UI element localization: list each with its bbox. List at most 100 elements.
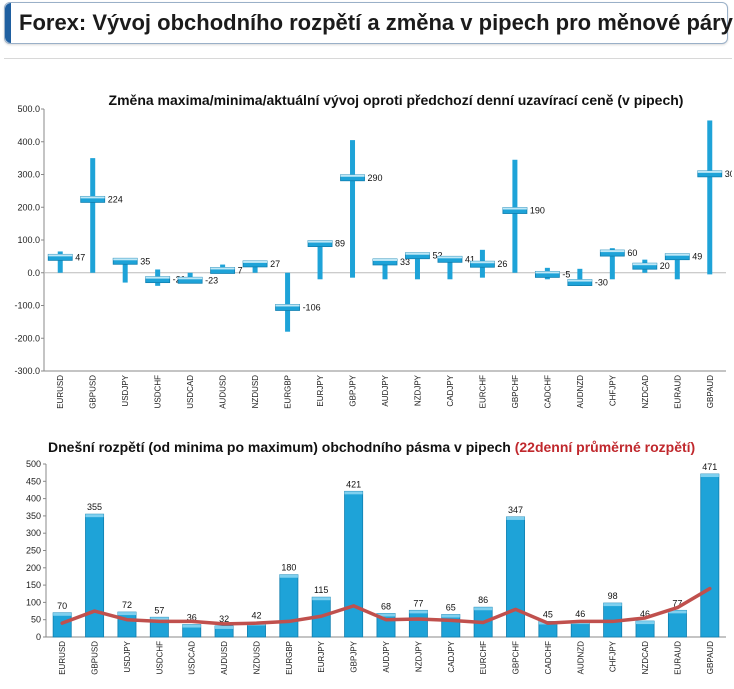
chart-title: Dnešní rozpětí (od minima po maximum) ob… (48, 439, 695, 455)
range-bar-cap (215, 625, 234, 629)
range-bar (577, 268, 583, 286)
category-label: AUDUSD (220, 641, 229, 675)
category-label: EURUSD (56, 375, 65, 409)
current-marker-highlight (567, 279, 592, 282)
y-tick-label: -300.0 (14, 366, 40, 376)
value-label: 89 (335, 239, 345, 249)
range-bar (674, 254, 680, 280)
value-label: 41 (465, 254, 475, 264)
range-bar (414, 254, 420, 280)
category-label: NZDCAD (641, 641, 650, 675)
range-bar-cap (409, 610, 428, 614)
value-label: 26 (497, 259, 507, 269)
y-tick-label: 0 (36, 632, 41, 642)
range-bar-cap (474, 607, 493, 611)
value-label: 60 (627, 248, 637, 258)
value-label: 33 (400, 257, 410, 267)
category-label: EURUSD (58, 641, 67, 675)
value-label: 471 (702, 462, 717, 472)
category-label: NZDJPY (414, 640, 423, 672)
range-bar (441, 614, 461, 638)
category-label: AUDJPY (381, 374, 390, 406)
y-tick-label: -200.0 (14, 333, 40, 343)
category-label: GBPAUD (706, 641, 715, 674)
y-tick-label: -100.0 (14, 301, 40, 311)
range-bar (609, 248, 615, 280)
current-marker-highlight (405, 252, 430, 255)
value-label: 32 (219, 614, 229, 624)
range-bar (382, 260, 388, 280)
y-tick-label: 200.0 (17, 202, 40, 212)
current-marker-highlight (437, 256, 462, 259)
range-bar-cap (603, 603, 622, 607)
category-label: USDCAD (186, 375, 195, 409)
y-tick-label: 150 (26, 580, 41, 590)
page-header: Forex: Vývoj obchodního rozpětí a změna … (4, 2, 733, 44)
category-label: USDJPY (121, 374, 130, 406)
current-marker-highlight (535, 271, 560, 274)
category-label: EURGBP (285, 641, 294, 675)
current-marker-highlight (48, 254, 73, 257)
category-label: EURCHF (478, 375, 487, 408)
category-label: NZDUSD (251, 375, 260, 409)
category-label: AUDNZD (576, 375, 585, 409)
current-marker-highlight (210, 267, 235, 270)
value-label: 65 (446, 603, 456, 613)
range-bar-cap (344, 491, 363, 495)
value-label: 46 (640, 609, 650, 619)
value-label: 70 (57, 601, 67, 611)
category-label: GBPAUD (706, 375, 715, 408)
current-marker-highlight (178, 277, 203, 280)
value-label: 46 (575, 609, 585, 619)
category-label: EURCHF (479, 641, 488, 674)
y-tick-label: 250 (26, 546, 41, 556)
range-bar (214, 625, 234, 638)
category-label: GBPUSD (91, 641, 100, 675)
y-tick-label: 300.0 (17, 170, 40, 180)
value-label: 347 (508, 505, 523, 515)
range-bar-cap (182, 624, 201, 628)
range-bar (512, 159, 518, 273)
value-label: -5 (562, 269, 570, 279)
category-label: CADJPY (447, 640, 456, 672)
y-tick-label: 200 (26, 563, 41, 573)
range-bar (700, 473, 720, 638)
category-label: CHFJPY (608, 374, 617, 406)
category-label: NZDUSD (252, 641, 261, 675)
category-label: EURJPY (317, 640, 326, 672)
range-bar (90, 158, 96, 273)
value-label: 98 (608, 591, 618, 601)
range-bar (85, 513, 105, 638)
y-tick-label: 100.0 (17, 235, 40, 245)
value-label: 52 (432, 251, 442, 261)
category-label: GBPJPY (349, 374, 358, 406)
y-tick-label: 100 (26, 597, 41, 607)
current-marker-highlight (632, 263, 657, 266)
range-bar (252, 262, 258, 273)
current-marker-highlight (80, 196, 105, 199)
range-bar-cap (441, 614, 460, 618)
category-label: AUDUSD (219, 375, 228, 409)
value-label: -106 (303, 302, 321, 312)
value-label: 115 (314, 585, 328, 595)
y-tick-label: 350 (26, 511, 41, 521)
range-bar (447, 256, 453, 280)
range-bar-cap (376, 613, 396, 617)
change-chart: Změna maxima/minima/aktuální vývoj oprot… (14, 92, 732, 409)
value-label: 36 (187, 613, 197, 623)
category-label: EURGBP (284, 375, 293, 409)
range-bar (667, 609, 687, 638)
value-label: 57 (154, 605, 164, 615)
value-label: 190 (530, 206, 545, 216)
y-tick-label: 400.0 (17, 137, 40, 147)
range-bar (285, 272, 291, 332)
y-tick-label: 0.0 (27, 268, 40, 278)
category-label: CADJPY (446, 374, 455, 406)
y-tick-label: 400 (26, 494, 41, 504)
range-bar (707, 120, 713, 275)
y-tick-label: 500.0 (17, 104, 40, 114)
value-label: 27 (270, 259, 280, 269)
range-bar-cap (85, 514, 104, 518)
current-marker-highlight (470, 261, 495, 264)
y-tick-label: 500 (26, 459, 41, 469)
